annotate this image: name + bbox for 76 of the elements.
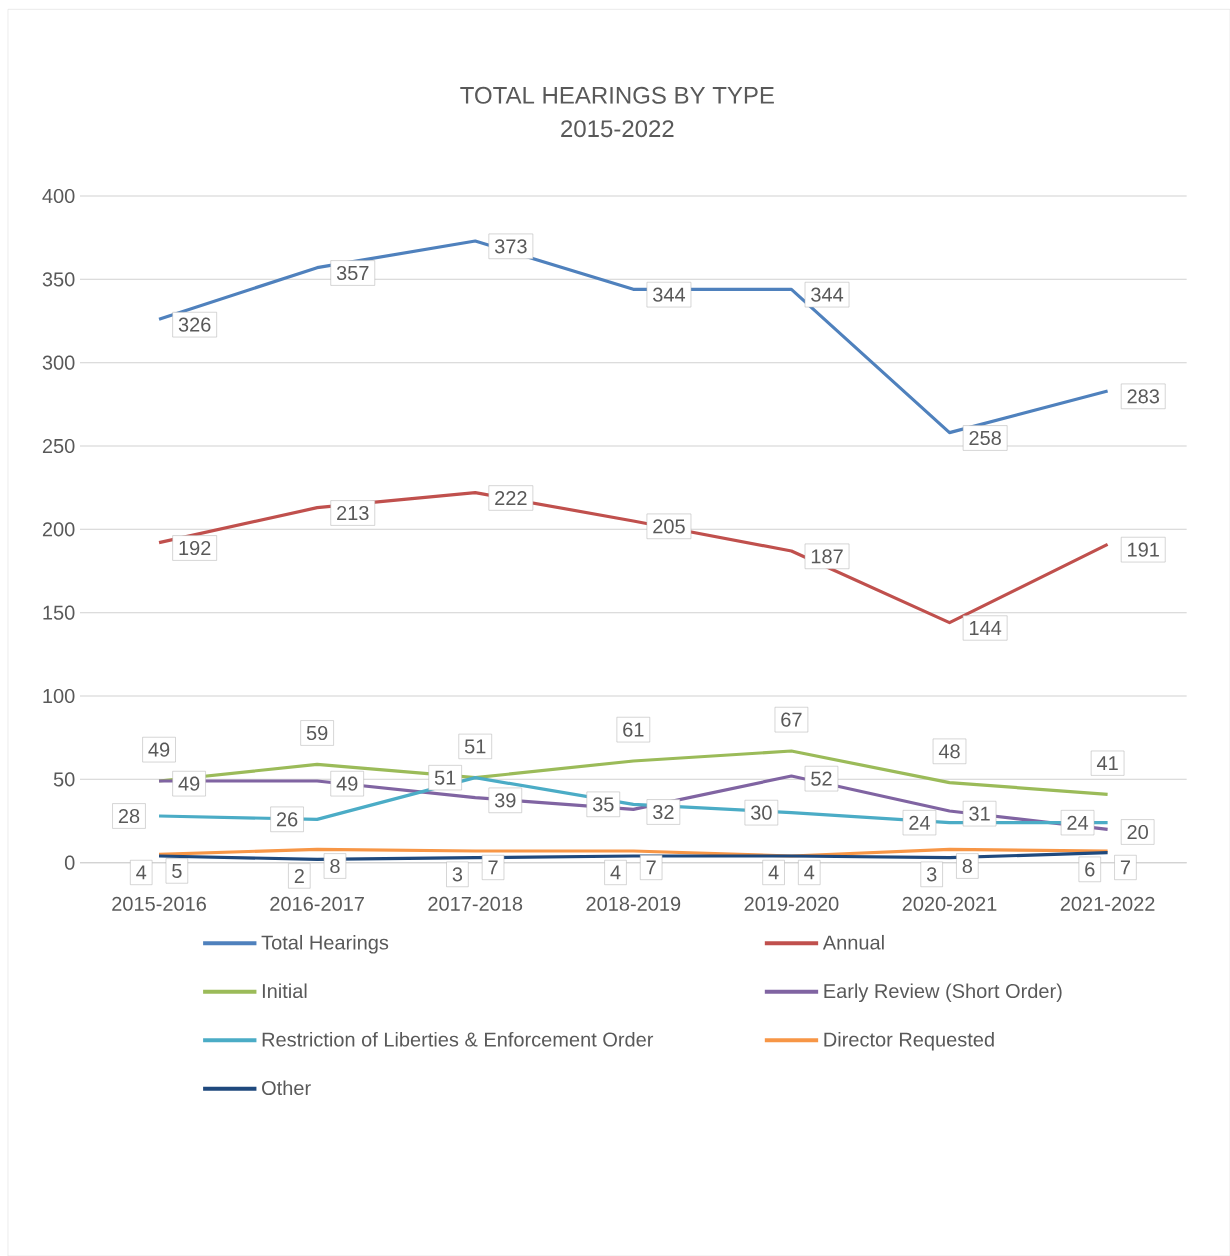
- y-tick-label: 50: [53, 772, 75, 787]
- data-label: 49: [178, 776, 200, 791]
- data-label: 373: [494, 239, 527, 254]
- data-label: 326: [178, 317, 211, 332]
- data-label: 357: [336, 265, 369, 281]
- data-label: 5: [172, 863, 182, 878]
- data-label: 59: [306, 725, 328, 741]
- data-label: 222: [495, 491, 527, 505]
- x-tick-label: 2020-2021: [902, 896, 997, 911]
- data-label: 7: [1120, 860, 1130, 875]
- data-label: 48: [938, 744, 960, 759]
- data-label: 344: [653, 287, 686, 302]
- y-tick-label: 100: [43, 688, 75, 704]
- data-label: 49: [336, 776, 358, 791]
- data-label: 283: [1127, 389, 1160, 404]
- legend-label: Annual: [822, 934, 884, 950]
- legend-label: Initial: [262, 983, 307, 999]
- data-label: 67: [781, 712, 802, 727]
- data-label: 4: [768, 865, 779, 880]
- data-label: 28: [118, 808, 140, 824]
- line-series: [157, 847, 1110, 858]
- x-tick-label: 2017-2018: [428, 896, 523, 911]
- data-label: 344: [811, 287, 844, 302]
- data-label: 61: [623, 722, 644, 737]
- y-tick-label: 0: [64, 855, 75, 870]
- data-label: 192: [179, 540, 211, 556]
- data-label: 31: [969, 806, 990, 821]
- data-label: 191: [1128, 542, 1159, 557]
- y-tick-label: 400: [42, 188, 75, 204]
- data-label: 39: [494, 793, 516, 808]
- data-label: 30: [751, 805, 772, 820]
- data-label: 32: [653, 804, 674, 820]
- data-label: 26: [276, 812, 298, 827]
- data-label: 205: [653, 519, 685, 534]
- legend-label: Total Hearings: [261, 934, 389, 954]
- legend-label: Other: [262, 1080, 311, 1096]
- data-label: 24: [1067, 815, 1089, 830]
- legend-label: Early Review (Short Order): [824, 983, 1062, 1003]
- data-label: 187: [811, 549, 843, 564]
- y-tick-label: 250: [42, 438, 75, 454]
- data-label: 49: [148, 742, 170, 757]
- data-label: 4: [136, 865, 147, 880]
- legend-label: Director Requested: [824, 1031, 994, 1051]
- data-label: 144: [969, 621, 1002, 635]
- chart-subtitle: 2015-2022: [561, 120, 674, 138]
- data-label: 3: [926, 867, 937, 882]
- x-tick-label: 2018-2019: [586, 896, 681, 911]
- data-label: 7: [646, 860, 656, 875]
- line-series: [157, 851, 1110, 861]
- data-label: 213: [337, 505, 369, 521]
- data-label: 2: [294, 868, 304, 883]
- x-tick-label: 2016-2017: [270, 896, 364, 911]
- chart-title: TOTAL HEARINGS BY TYPE: [460, 86, 774, 104]
- data-label: 8: [330, 858, 340, 874]
- data-label: 41: [1096, 756, 1118, 771]
- data-label: 35: [592, 797, 614, 812]
- y-tick-label: 200: [42, 522, 75, 537]
- data-label: 4: [804, 865, 815, 880]
- y-tick-label: 150: [43, 605, 75, 620]
- legend-label: Restriction of Liberties & Enforcement Order: [262, 1031, 654, 1047]
- x-tick-label: 2015-2016: [112, 896, 206, 911]
- data-label: 51: [464, 739, 486, 754]
- data-label: 6: [1085, 862, 1095, 877]
- data-label: 51: [434, 770, 456, 785]
- data-label: 8: [962, 858, 973, 874]
- x-tick-label: 2019-2020: [744, 896, 839, 911]
- data-label: 3: [452, 867, 463, 882]
- data-label: 24: [909, 815, 930, 830]
- data-label: 4: [610, 865, 621, 880]
- data-label: 52: [811, 771, 832, 786]
- y-tick-label: 350: [42, 272, 75, 287]
- data-label: 258: [969, 430, 1001, 446]
- data-label: 20: [1127, 824, 1148, 840]
- x-tick-label: 2021-2022: [1060, 896, 1155, 911]
- y-tick-label: 300: [42, 355, 75, 370]
- data-label: 7: [488, 860, 498, 875]
